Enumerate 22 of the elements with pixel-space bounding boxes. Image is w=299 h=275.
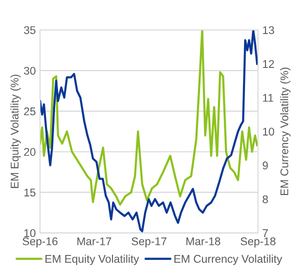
x-tick-label: Sep-16 [22,237,58,248]
y2-axis-title: EM Currency Volatility (%) [280,68,290,196]
legend-label: EM Currency Volatility [174,254,282,265]
y-axis-title: EM Equity Volatility (%) [10,74,21,188]
y2-tick-label: 8 [262,195,268,204]
y-tick-label: 25 [24,107,36,116]
y-tick-label: 20 [24,148,36,156]
y-tick-label: 35 [24,26,36,34]
y2-tick-label: 9 [262,162,268,170]
legend-label: EM Equity Volatility [46,254,140,265]
y2-tick-label: 7 [262,229,268,237]
y-tick-label: 30 [24,66,36,75]
y2-tick-label: 10 [263,128,274,136]
x-tick-label: Mar-18 [186,237,220,246]
y2-tick-label: 13 [263,26,274,34]
y2-tick-label: 12 [263,60,274,68]
x-tick-label: Mar-17 [77,238,112,246]
x-tick-label: Sep-18 [240,237,276,248]
y2-tick-label: 11 [263,94,274,102]
x-tick-label: Sep-17 [132,237,166,248]
y-tick-label: 15 [24,188,36,196]
y-tick-label: 10 [24,229,36,238]
